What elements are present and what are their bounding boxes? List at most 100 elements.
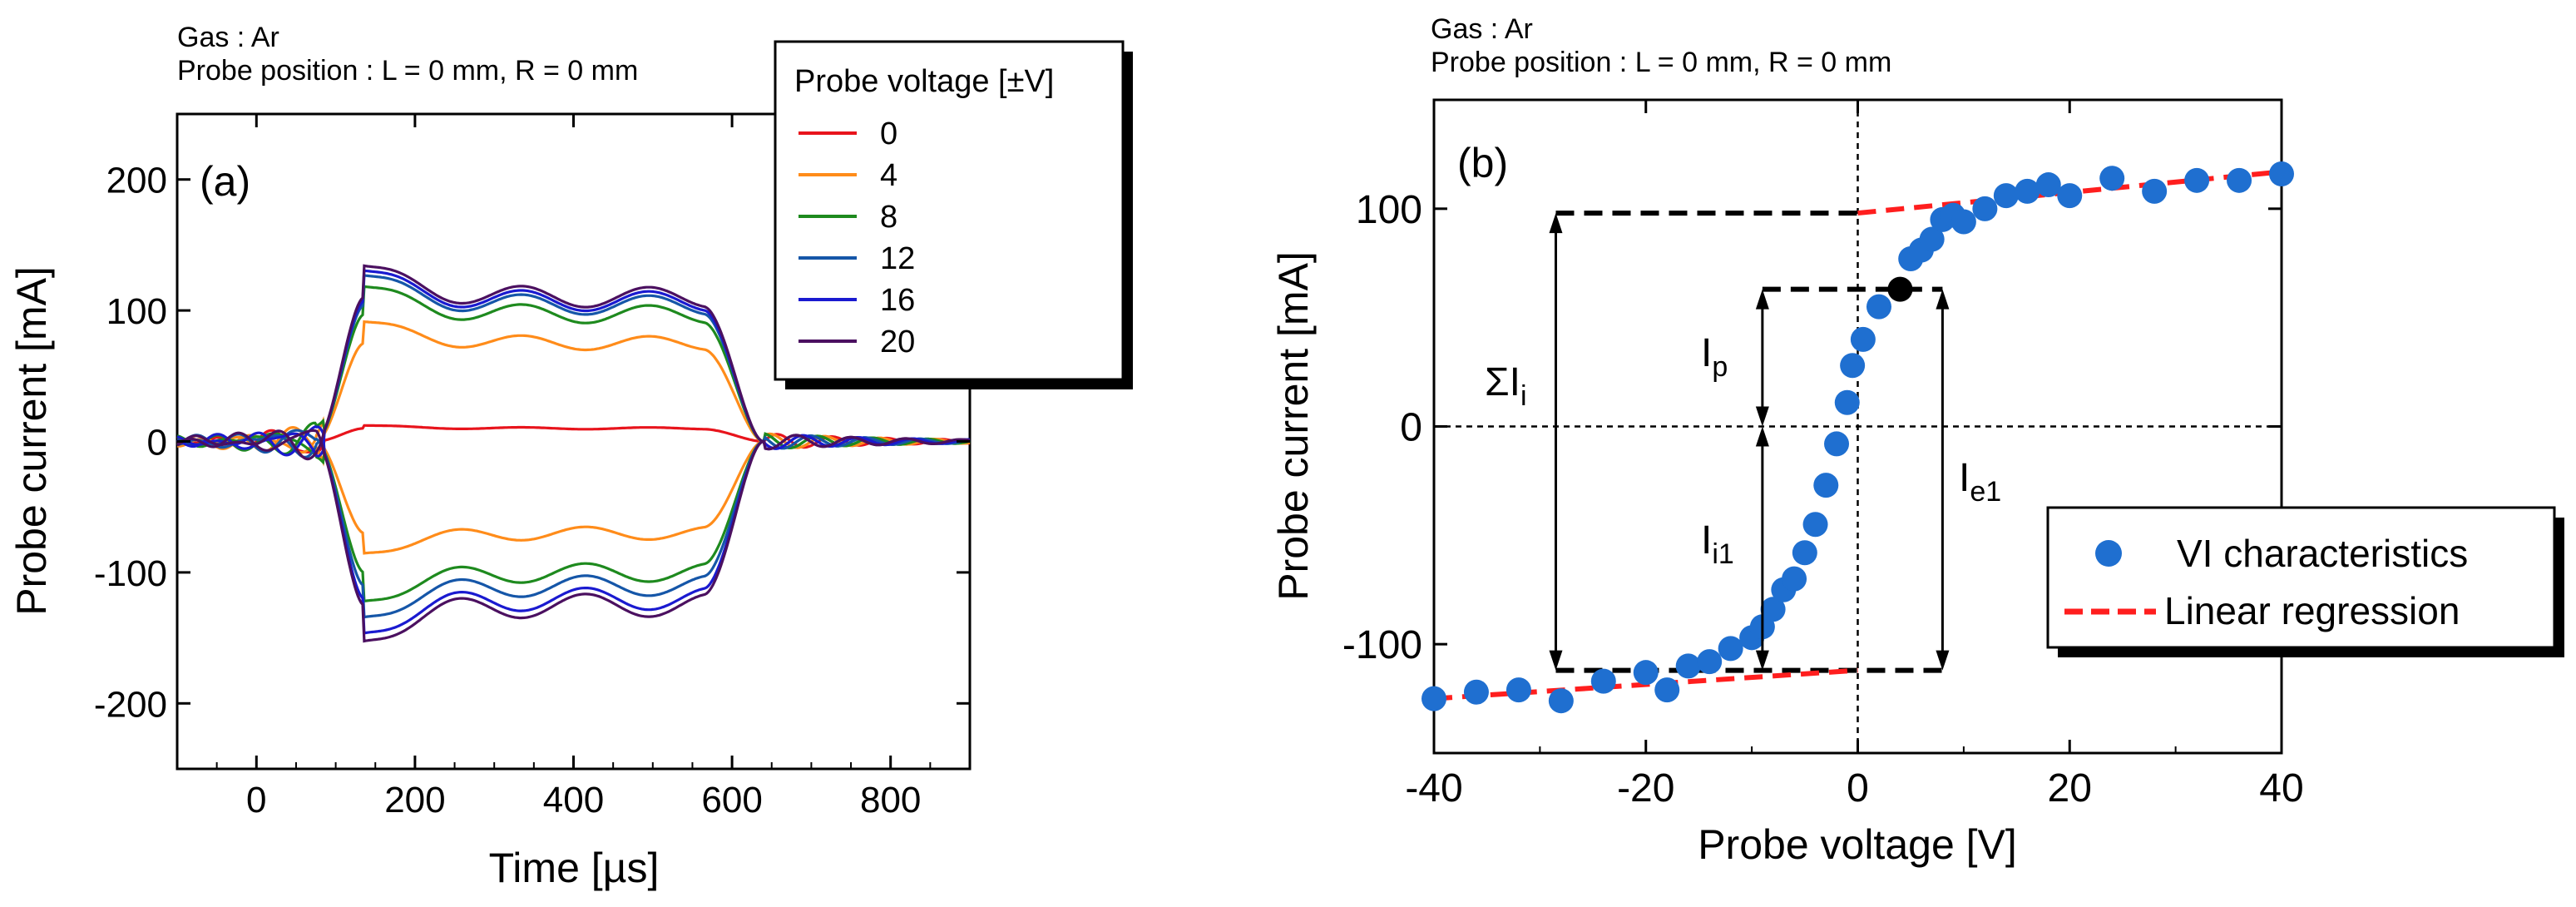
panel-a-x-tick-label: 400 (543, 780, 604, 820)
panel-b-vi-point (1834, 389, 1860, 415)
panel-a-x-tick-label: 600 (701, 780, 762, 820)
panel-b-ii1-arrow-head-bottom (1755, 650, 1769, 671)
panel-b-vi-point (2015, 178, 2040, 204)
panel-b-vi-point (1590, 668, 1616, 694)
panel-a-legend-label-4: 4 (880, 158, 897, 193)
panel-a-legend-label-12: 12 (880, 241, 915, 276)
panel-b-x-tick-label: -40 (1405, 766, 1462, 810)
panel-b-vi-point (1506, 677, 1531, 703)
panel-b-vi-point (1840, 353, 1866, 379)
panel-b-vi-point (1824, 431, 1850, 457)
panel-b-x-tick-label: 20 (2048, 766, 2092, 810)
panel-b-y-tick-label: 0 (1400, 406, 1422, 450)
panel-b-ie1-arrow-head-bottom (1936, 650, 1950, 671)
panel-b-vi-point (2099, 166, 2125, 191)
panel-a-y-tick-label: -100 (94, 553, 167, 594)
panel-b-vi-point (2269, 161, 2294, 186)
panel-b-x-axis-label: Probe voltage [V] (1698, 821, 2017, 868)
panel-b-ie1-arrow-head-top (1936, 289, 1950, 310)
panel-a-y-tick-label: 200 (106, 161, 167, 201)
panel-b-legend: VI characteristics Linear regression (2046, 506, 2564, 657)
legend-regression-label: Linear regression (2164, 589, 2460, 632)
panel-b-chart: Gas : Ar Probe position : L = 0 mm, R = … (1270, 13, 2564, 868)
panel-b-x-tick-label: 0 (1847, 766, 1869, 810)
panel-a-legend: Probe voltage [±V] 0 4 8 12 16 20 (774, 40, 1133, 389)
panel-a-series-20v-neg (176, 429, 971, 643)
panel-b-vi-point (1782, 566, 1807, 592)
panel-b-vi-points (1421, 161, 2294, 714)
panel-b-ii1-label: Ii1 (1701, 518, 1734, 570)
panel-b-vi-point (2184, 167, 2210, 193)
panel-b-header-line2: Probe position : L = 0 mm, R = 0 mm (1431, 47, 1891, 78)
panel-a-series-8v-neg (176, 432, 971, 603)
panel-b-annotations: ΣIi Ip Ii1 Ie1 (1485, 213, 2001, 671)
panel-b-vi-point (1421, 686, 1446, 711)
panel-b-vi-point (1633, 660, 1659, 686)
panel-b-ii1-label-subscript: i1 (1712, 538, 1733, 570)
legend-vi-label: VI characteristics (2177, 532, 2468, 575)
panel-b-ip-label-subscript: p (1712, 351, 1728, 383)
panel-b-ip-label: Ip (1701, 331, 1728, 383)
panel-b-vi-point (1919, 226, 1945, 252)
panel-b-legend-box (2046, 506, 2556, 649)
panel-b-ip-arrow-head-top (1755, 289, 1769, 310)
panel-a-legend-title: Probe voltage [±V] (794, 64, 1054, 99)
panel-a-y-axis-label: Probe current [mA] (8, 266, 55, 616)
panel-b-vi-point (2142, 178, 2168, 204)
panel-b-y-axis-label: Probe current [mA] (1270, 251, 1317, 601)
panel-a-series-16v-neg (176, 425, 971, 635)
panel-b-vi-point (1792, 540, 1817, 566)
panel-b-vi-point (1548, 688, 1574, 714)
panel-b-vi-point (1802, 512, 1828, 538)
panel-b-vi-point (2035, 172, 2061, 198)
panel-a-y-tick-label: -200 (94, 684, 167, 725)
panel-b-vi-point (1993, 183, 2019, 209)
panel-b-vi-point (1951, 209, 1976, 235)
legend-vi-marker (2095, 540, 2122, 567)
panel-b-vi-point (1866, 294, 1891, 320)
panel-a-y-tick-label: 0 (147, 423, 167, 463)
panel-b-ie1-label: Ie1 (1959, 456, 2001, 508)
panel-b-vi-point (1675, 653, 1701, 679)
panel-b-sum-ii-label-subscript: i (1520, 380, 1527, 412)
panel-a-x-tick-label: 200 (384, 780, 445, 820)
panel-a-y-tick-label: 100 (106, 291, 167, 332)
panel-b-x-tick-label: 40 (2259, 766, 2303, 810)
panel-b-header-line1: Gas : Ar (1431, 13, 1533, 45)
panel-b-vi-point (1760, 597, 1786, 622)
panel-b-vi-point (2057, 183, 2083, 209)
panel-a-x-tick-label: 0 (246, 780, 266, 820)
panel-a-legend-label-8: 8 (880, 200, 897, 235)
panel-b-vi-point (1813, 473, 1839, 498)
panel-b-ie1-label-subscript: e1 (1970, 476, 2001, 508)
panel-b-ticks: -40 -20 0 20 40 -100 0 100 (1342, 100, 2304, 810)
panel-b-vi-point (1718, 636, 1743, 662)
panel-b-vi-point (1463, 679, 1489, 705)
panel-b-y-tick-label: -100 (1342, 623, 1422, 667)
panel-a-x-tick-label: 800 (860, 780, 921, 820)
panel-b-y-tick-label: 100 (1356, 188, 1422, 232)
panel-a-legend-label-0: 0 (880, 116, 897, 151)
panel-b-sum-ii-arrow-head-bottom (1549, 650, 1563, 671)
panel-b-sum-ii-label: ΣIi (1485, 360, 1527, 412)
panel-a-header-line2: Probe position : L = 0 mm, R = 0 mm (177, 55, 638, 87)
panel-a-series-0v-pos (176, 424, 970, 456)
panel-b-vi-point (1654, 677, 1680, 703)
panel-b-vi-point (1697, 649, 1723, 675)
panel-b-ii1-arrow-head-top (1755, 426, 1769, 447)
panel-b-vi-point (1972, 196, 1998, 221)
panel-a-legend-label-16: 16 (880, 283, 915, 318)
panel-a-legend-items: 0 4 8 12 16 20 (799, 116, 915, 359)
panel-a-legend-label-20: 20 (880, 325, 915, 359)
panel-b-vi-point (2227, 167, 2252, 193)
panel-a-x-axis-label: Time [µs] (489, 845, 660, 891)
panel-b-sum-ii-arrow-head-top (1549, 213, 1563, 234)
panel-b-x-tick-label: -20 (1617, 766, 1674, 810)
panel-a-header-line1: Gas : Ar (177, 22, 279, 53)
panel-a-chart: Gas : Ar Probe position : L = 0 mm, R = … (8, 22, 1133, 891)
panel-b-label: (b) (1457, 140, 1508, 186)
panel-b-ip-arrow-head-bottom (1755, 406, 1769, 427)
panel-a-series-group (176, 264, 971, 643)
panel-b-vi-point (1850, 326, 1876, 352)
